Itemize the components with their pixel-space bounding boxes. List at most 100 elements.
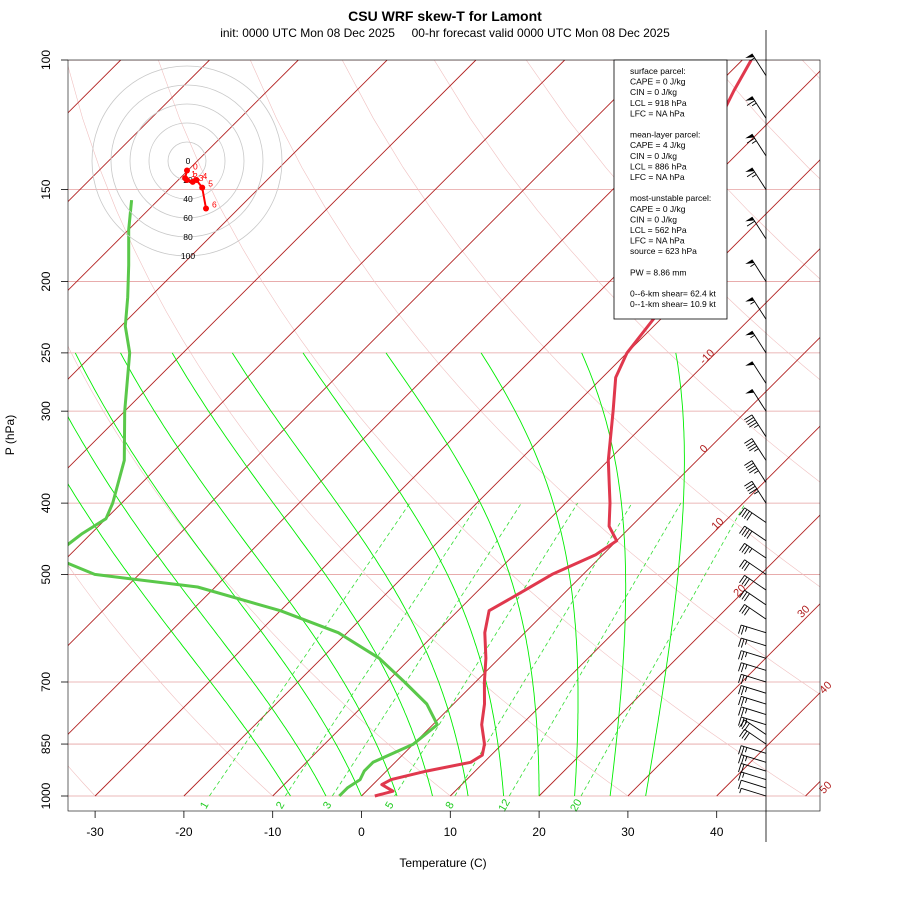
info-line: CIN = 0 J/kg xyxy=(630,151,677,161)
barb-shaft xyxy=(751,53,767,76)
barb-feather xyxy=(744,510,750,519)
barb-shaft xyxy=(744,574,767,591)
barb-half-feather xyxy=(744,639,748,645)
barb-shaft xyxy=(741,650,767,659)
wind-barb xyxy=(738,685,767,696)
moist-adiabat-line xyxy=(480,352,579,797)
barb-feather xyxy=(748,488,758,495)
hodograph-point-label: 6 xyxy=(212,200,217,210)
barb-feather xyxy=(745,483,754,490)
barb-feather xyxy=(744,732,750,741)
mixing-ratio-line xyxy=(508,502,682,797)
info-line: CIN = 0 J/kg xyxy=(630,87,677,97)
moist-adiabat-line xyxy=(581,352,627,797)
barb-half-feather xyxy=(751,102,757,107)
isotherm-line xyxy=(272,248,820,797)
barb-shaft xyxy=(744,525,767,542)
hodograph-point xyxy=(199,184,206,191)
wind-barb xyxy=(739,589,767,606)
hodograph-ring xyxy=(91,65,283,257)
barb-feather xyxy=(745,417,754,423)
barb-feather xyxy=(741,591,748,600)
x-tick-label: 10 xyxy=(444,825,458,839)
mixing-ratio-label: 1 xyxy=(198,800,211,811)
barb-feather xyxy=(739,543,745,552)
barb-shaft xyxy=(751,297,767,320)
barb-half-feather xyxy=(744,708,748,714)
wind-barb xyxy=(745,216,767,240)
barb-half-feather xyxy=(744,675,748,681)
barb-flag xyxy=(745,331,755,336)
wind-barb xyxy=(739,729,767,745)
wind-barb xyxy=(745,96,767,119)
dry-adiabat-line xyxy=(433,60,820,483)
y-tick-label: 700 xyxy=(39,672,53,692)
barb-shaft xyxy=(744,729,767,745)
barb-flag xyxy=(745,167,755,173)
barb-shaft xyxy=(741,695,767,705)
barb-feather xyxy=(744,414,753,421)
barb-feather xyxy=(747,419,756,426)
barb-feather xyxy=(744,593,750,602)
barb-half-feather xyxy=(744,687,748,693)
barb-shaft xyxy=(741,662,767,671)
wind-barb xyxy=(738,662,767,673)
barb-half-feather xyxy=(744,747,748,753)
info-line: PW = 8.86 mm xyxy=(630,267,686,277)
barb-feather xyxy=(744,480,753,487)
mixing-ratio-label: 5 xyxy=(383,800,396,811)
hodograph-point xyxy=(203,205,209,212)
barb-feather xyxy=(741,730,748,739)
barb-feather xyxy=(738,650,742,660)
barb-half-feather xyxy=(744,718,748,724)
barb-feather xyxy=(744,438,753,444)
barb-flag xyxy=(745,297,755,302)
y-tick-label: 300 xyxy=(39,401,53,421)
barb-feather xyxy=(740,764,745,774)
wind-barb xyxy=(738,716,767,727)
barb-feather xyxy=(744,460,753,466)
hodograph: 0204060801000123456 xyxy=(91,65,283,261)
barb-half-feather xyxy=(748,548,753,553)
barb-feather xyxy=(746,137,755,144)
dewpoint-line xyxy=(68,199,439,798)
info-line: source = 623 hPa xyxy=(630,246,697,256)
wind-barbs xyxy=(738,30,767,842)
barb-feather xyxy=(740,697,745,706)
info-box-frame xyxy=(613,59,728,320)
barb-shaft xyxy=(751,361,767,384)
axes: -30 -20 -10 0 10 20 30 401001502002503004005007… xyxy=(39,50,724,839)
barb-feather xyxy=(740,663,745,673)
moist-adiabat-line xyxy=(68,416,327,797)
barb-half-feather xyxy=(744,756,748,762)
wind-barb xyxy=(739,574,767,591)
barb-feather xyxy=(741,561,748,570)
mixing-ratio-label: 3 xyxy=(321,800,334,811)
info-line: LFC = NA hPa xyxy=(630,236,685,246)
info-line: 0--1-km shear= 10.9 kt xyxy=(630,299,716,309)
barb-feather xyxy=(741,721,748,730)
barb-flag xyxy=(745,389,755,394)
dry-adiabat-line xyxy=(68,564,273,797)
info-line: surface parcel: xyxy=(630,66,686,76)
wind-barb xyxy=(739,542,767,559)
barb-feather xyxy=(738,771,742,781)
barb-feather xyxy=(744,578,750,587)
barb-feather xyxy=(745,462,754,469)
chart-title: CSU WRF skew-T for Lamont xyxy=(348,8,542,24)
isotherm-line xyxy=(68,60,477,469)
barb-shaft xyxy=(741,637,767,647)
barb-shaft xyxy=(741,779,767,789)
barb-feather xyxy=(740,755,745,765)
barb-half-feather xyxy=(742,772,745,778)
isotherm-line xyxy=(68,60,388,380)
barb-feather xyxy=(739,729,745,738)
barb-half-feather xyxy=(744,664,748,670)
y-tick-label: 200 xyxy=(39,271,53,291)
barb-shaft xyxy=(744,719,767,735)
mixing-ratio-line xyxy=(209,502,411,797)
wind-barb xyxy=(738,779,767,789)
isotherm-label: 10 xyxy=(709,516,726,533)
mixing-ratio-label: 20 xyxy=(568,797,585,814)
